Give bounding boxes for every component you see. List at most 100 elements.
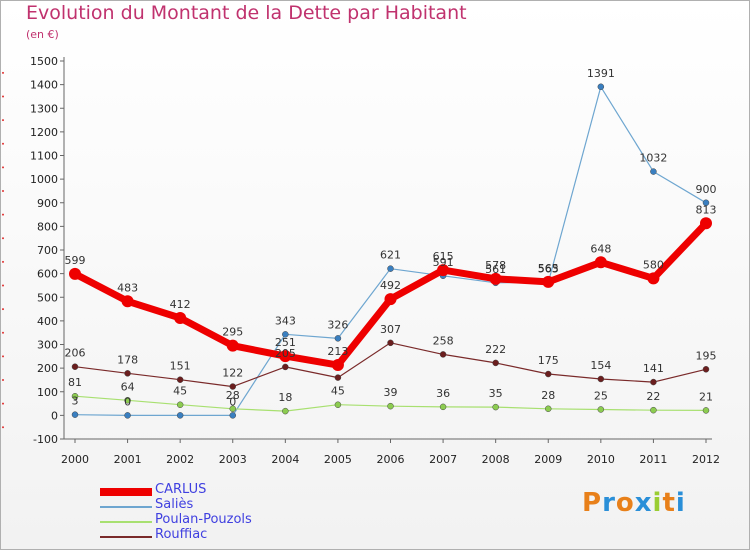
- y-tick-label: -100: [33, 433, 58, 446]
- data-label-carlus: 578: [485, 259, 506, 272]
- data-point-poulan-pouzols: [229, 405, 236, 413]
- data-label-carlus: 565: [538, 262, 559, 275]
- y-tick-label: 500: [37, 291, 58, 304]
- data-point-rouffiac: [597, 375, 605, 383]
- data-label-poulan-pouzols: 45: [173, 385, 187, 398]
- y-tick-label: 400: [37, 315, 58, 328]
- data-label-carlus: 295: [222, 326, 243, 339]
- data-point-poulan-pouzols: [439, 403, 447, 411]
- data-point-poulan-pouzols: [124, 397, 131, 404]
- data-label-poulan-pouzols: 39: [384, 386, 398, 399]
- data-label-sali-s: 326: [327, 318, 348, 331]
- data-point-poulan-pouzols: [702, 407, 710, 414]
- data-point-sali-s: [334, 335, 342, 342]
- data-label-sali-s: 0: [229, 395, 236, 408]
- y-tick-label: 100: [37, 386, 58, 399]
- data-point-poulan-pouzols: [387, 402, 394, 410]
- logo-letter: x: [634, 488, 653, 518]
- y-tick-label: 1200: [30, 126, 58, 139]
- data-label-rouffiac: 205: [275, 347, 296, 360]
- legend-swatch: [100, 521, 152, 523]
- logo-letter: t: [662, 488, 676, 518]
- data-point-rouffiac: [439, 351, 447, 358]
- data-label-poulan-pouzols: 35: [489, 387, 503, 400]
- axis-dot: [2, 142, 4, 145]
- data-point-carlus: [437, 264, 450, 277]
- data-point-sali-s: [124, 412, 131, 419]
- data-label-sali-s: 591: [433, 256, 454, 269]
- y-tick-label: 700: [37, 244, 58, 257]
- data-point-rouffiac: [545, 370, 552, 378]
- legend-label: Saliès: [155, 497, 194, 512]
- data-label-sali-s: 3: [72, 395, 79, 408]
- axis-dot: [2, 213, 4, 216]
- data-point-carlus: [69, 267, 81, 280]
- axis-dot: [2, 426, 4, 429]
- x-tick-label: 2001: [114, 453, 142, 466]
- x-tick-label: 2008: [482, 453, 510, 466]
- data-label-rouffiac: 258: [433, 334, 454, 347]
- y-tick-label: 200: [37, 362, 58, 375]
- axis-dot: [2, 189, 4, 192]
- data-label-carlus: 492: [380, 279, 401, 292]
- logo-letter: i: [652, 488, 663, 518]
- data-point-poulan-pouzols: [545, 405, 552, 413]
- chart-title: Evolution du Montant de la Dette par Hab…: [26, 2, 467, 24]
- x-tick-label: 2003: [219, 453, 247, 466]
- data-point-poulan-pouzols: [492, 403, 499, 411]
- data-point-carlus: [489, 272, 502, 285]
- data-point-carlus: [279, 350, 292, 363]
- y-tick-label: 800: [37, 220, 58, 233]
- data-label-rouffiac: 151: [170, 360, 191, 373]
- data-label-poulan-pouzols: 25: [594, 389, 608, 402]
- data-point-poulan-pouzols: [650, 406, 657, 414]
- data-label-poulan-pouzols: 28: [226, 389, 240, 402]
- data-point-carlus: [331, 359, 344, 372]
- y-tick-label: 1400: [30, 79, 58, 92]
- data-label-poulan-pouzols: 28: [541, 389, 555, 402]
- x-tick-label: 2000: [61, 453, 89, 466]
- data-point-poulan-pouzols: [334, 401, 342, 408]
- data-point-rouffiac: [334, 374, 342, 381]
- data-point-carlus: [174, 312, 187, 325]
- data-point-sali-s: [702, 199, 710, 206]
- x-tick-label: 2012: [692, 453, 720, 466]
- data-label-rouffiac: 307: [380, 323, 401, 336]
- axis-dot: [2, 331, 4, 334]
- legend-label: Rouffiac: [155, 527, 208, 542]
- data-point-rouffiac: [702, 366, 710, 373]
- data-label-sali-s: 563: [538, 262, 559, 275]
- data-point-poulan-pouzols: [282, 407, 289, 415]
- x-tick-label: 2004: [271, 453, 299, 466]
- logo-letter: P: [582, 488, 603, 518]
- data-label-sali-s: 900: [696, 183, 717, 196]
- data-point-carlus: [384, 293, 397, 306]
- axis-dot: [2, 260, 4, 263]
- data-point-carlus: [542, 275, 555, 288]
- data-point-sali-s: [282, 331, 289, 338]
- x-tick-label: 2002: [166, 453, 194, 466]
- logo-letter: r: [602, 488, 616, 518]
- data-point-rouffiac: [282, 363, 289, 371]
- data-label-rouffiac: 154: [590, 359, 611, 372]
- y-tick-label: 1500: [30, 55, 58, 68]
- data-label-rouffiac: 141: [643, 362, 664, 375]
- axis-dot: [2, 237, 4, 240]
- data-label-carlus: 580: [643, 258, 664, 271]
- data-label-sali-s: 0: [124, 395, 131, 408]
- data-label-sali-s: 561: [485, 263, 506, 276]
- legend-swatch: [100, 536, 152, 538]
- data-point-carlus: [594, 256, 607, 269]
- data-point-poulan-pouzols: [176, 401, 184, 408]
- data-point-rouffiac: [492, 359, 499, 367]
- legend-swatch: [100, 506, 152, 508]
- legend-swatch: [100, 488, 152, 496]
- data-point-rouffiac: [176, 376, 184, 383]
- data-label-poulan-pouzols: 36: [436, 387, 450, 400]
- x-tick-label: 2009: [534, 453, 562, 466]
- data-label-poulan-pouzols: 21: [699, 390, 713, 403]
- data-label-rouffiac: 122: [222, 367, 243, 380]
- axis-dot: [2, 284, 4, 287]
